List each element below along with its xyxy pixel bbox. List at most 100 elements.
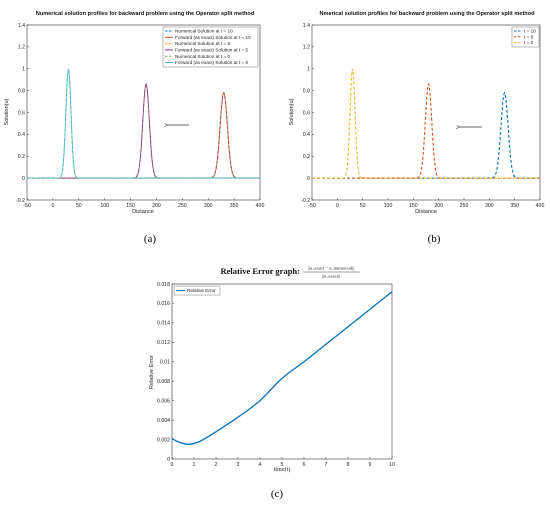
chart-b-y-tick-label: 1 [307, 67, 310, 73]
chart-b-title: Nmerical solution profiles for backward … [319, 11, 535, 17]
chart-a-legend-box [162, 26, 259, 68]
chart-a-x-axis-label: Distance [132, 209, 154, 215]
chart-b-x-tick-label: 200 [434, 203, 443, 209]
chart-b-y-tick-label: 0.8 [303, 88, 310, 94]
chart-c-y-tick-label: 0.014 [157, 321, 170, 327]
chart-a-y-tick-label: 0 [22, 176, 25, 182]
chart-a-x-tick-label: 250 [178, 203, 187, 209]
chart-c-legend: Relative Error [173, 285, 221, 296]
chart-a-legend-label-3: Numerical Solution at t = 5 [175, 41, 230, 46]
chart-c-legend-label-1: Relative Error [187, 288, 216, 293]
chart-a: Numerical solution profiles for backward… [4, 11, 264, 215]
chart-b-series-3-line [312, 68, 540, 179]
chart-a-x-tick-label: 200 [152, 203, 161, 209]
chart-c-y-tick-label: 0.008 [157, 379, 170, 385]
chart-c-x-tick-label: 8 [347, 462, 350, 468]
chart-c-y-tick-label: 0.004 [157, 418, 170, 424]
caption-b: (b) [428, 233, 441, 245]
chart-b-y-axis-label: Solution(u) [289, 98, 295, 125]
chart-b-x-tick-label: 400 [536, 203, 545, 209]
chart-c-x-tick-label: 0 [171, 462, 174, 468]
chart-a-x-tick-label: 50 [76, 203, 82, 209]
chart-b-y-tick-label: 1.4 [303, 23, 310, 29]
chart-b-y-tick-label: 0.2 [303, 154, 310, 160]
chart-c-legend-box [173, 285, 221, 296]
chart-a-x-tick-label: 350 [230, 203, 239, 209]
chart-a-y-tick-label: 0.6 [18, 110, 25, 116]
chart-c-x-tick-label: 4 [259, 462, 262, 468]
chart-b-y-tick-label: -0.2 [301, 198, 310, 204]
chart-c-y-tick-label: 0 [167, 457, 170, 463]
chart-b-y-tick-label: 0.6 [303, 110, 310, 116]
chart-b-x-tick-label: 150 [409, 203, 418, 209]
chart-b-x-tick-label: 0 [336, 203, 339, 209]
chart-c-x-tick-label: 7 [325, 462, 328, 468]
chart-c-y-tick-label: 0.018 [157, 282, 170, 288]
chart-c-x-tick-label: 1 [193, 462, 196, 468]
chart-c-title: Relative Error graph: [221, 266, 301, 276]
chart-c-y-tick-label: 0.002 [157, 437, 170, 443]
chart-b-x-axis-label: Distance [415, 209, 437, 215]
chart-b-series-2-line [312, 82, 540, 179]
chart-b-x-tick-label: -50 [308, 203, 316, 209]
chart-c-y-tick-label: 0.006 [157, 398, 170, 404]
chart-b-legend-label-2: t = 5 [524, 34, 534, 39]
chart-a-y-tick-label: 0.8 [18, 88, 25, 94]
chart-a-series-5-line [27, 68, 260, 179]
chart-c-x-tick-label: 10 [389, 462, 395, 468]
chart-a-x-tick-label: 300 [204, 203, 213, 209]
chart-c-title-formula: ||u_exact − u_numerical|| ||u_exact|| [303, 266, 360, 279]
chart-a-y-tick-label: 0.2 [18, 154, 25, 160]
chart-b: Nmerical solution profiles for backward … [289, 11, 544, 215]
caption-a: (a) [144, 233, 157, 245]
chart-c-x-tick-label: 3 [237, 462, 240, 468]
chart-a-x-tick-label: 100 [100, 203, 109, 209]
chart-b-x-tick-label: 300 [485, 203, 494, 209]
caption-c: (c) [271, 488, 284, 500]
chart-a-y-axis-label: Solution(u) [4, 98, 10, 125]
chart-a-x-tick-label: 150 [126, 203, 135, 209]
chart-c-title-formula-numerator: ||u_exact − u_numerical|| [308, 266, 354, 271]
chart-a-y-tick-label: 1.4 [18, 23, 25, 29]
chart-b-x-tick-label: 50 [360, 203, 366, 209]
chart-b-legend: t = 10t = 5t = 0 [511, 26, 540, 48]
chart-c-y-tick-label: 0.01 [160, 360, 170, 366]
chart-c-x-tick-label: 9 [369, 462, 372, 468]
chart-c-plot-area [171, 283, 393, 460]
chart-c: Relative Error graph: ||u_exact − u_nume… [149, 266, 395, 474]
chart-c-x-tick-label: 2 [215, 462, 218, 468]
chart-c-y-axis-label: Relative Error [149, 355, 155, 389]
chart-c-x-axis-label: time(t) [274, 466, 291, 473]
chart-b-legend-label-3: t = 0 [524, 40, 534, 45]
chart-a-y-tick-label: -0.2 [16, 198, 25, 204]
chart-c-x-tick-label: 6 [303, 462, 306, 468]
chart-b-y-tick-label: 0 [307, 176, 310, 182]
chart-b-legend-label-1: t = 10 [524, 29, 536, 34]
chart-b-x-tick-label: 100 [384, 203, 393, 209]
chart-b-legend-box [511, 26, 540, 48]
chart-c-series-1-line [171, 291, 393, 446]
chart-b-x-tick-label: 250 [460, 203, 469, 209]
chart-a-legend-label-1: Numerical Solution at t = 10 [175, 29, 233, 34]
chart-a-series-6-line [27, 68, 260, 179]
chart-b-series-1-line [312, 91, 540, 179]
chart-a-y-tick-label: 1.2 [18, 45, 25, 51]
chart-b-x-tick-label: 350 [510, 203, 519, 209]
chart-a-legend-label-4: Forward (as exact) Solution at t = 5 [175, 48, 248, 53]
chart-a-title: Numerical solution profiles for backward… [36, 11, 255, 17]
chart-c-y-tick-label: 0.016 [157, 301, 170, 307]
chart-a-x-tick-label: -50 [23, 203, 31, 209]
chart-a-legend-label-5: Numerical Solution at t = 0 [175, 54, 230, 59]
chart-a-legend-label-2: Forward (as exact) Solution at t = 10 [175, 35, 251, 40]
chart-a-y-tick-label: 1 [22, 67, 25, 73]
chart-b-y-tick-label: 1.2 [303, 45, 310, 51]
chart-b-y-tick-label: 0.4 [303, 132, 310, 138]
chart-c-title-formula-denominator: ||u_exact|| [322, 274, 340, 279]
chart-a-y-tick-label: 0.4 [18, 132, 25, 138]
chart-a-legend-label-6: Forward (as exact) Solution at t = 0 [175, 60, 248, 65]
chart-c-y-tick-label: 0.012 [157, 340, 170, 346]
chart-a-x-tick-label: 400 [256, 203, 265, 209]
chart-c-x-tick-label: 5 [281, 462, 284, 468]
